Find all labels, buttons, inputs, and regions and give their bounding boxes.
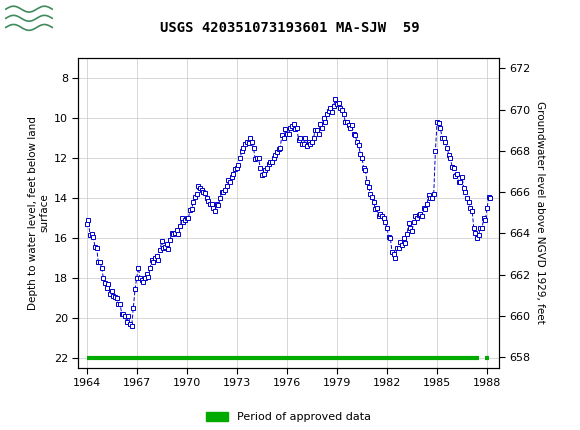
Text: USGS: USGS xyxy=(61,9,112,27)
Bar xyxy=(3,3,55,34)
Text: USGS 420351073193601 MA-SJW  59: USGS 420351073193601 MA-SJW 59 xyxy=(160,21,420,35)
Y-axis label: Depth to water level, feet below land
surface: Depth to water level, feet below land su… xyxy=(28,116,49,310)
Legend: Period of approved data: Period of approved data xyxy=(206,412,371,422)
Y-axis label: Groundwater level above NGVD 1929, feet: Groundwater level above NGVD 1929, feet xyxy=(535,101,545,324)
